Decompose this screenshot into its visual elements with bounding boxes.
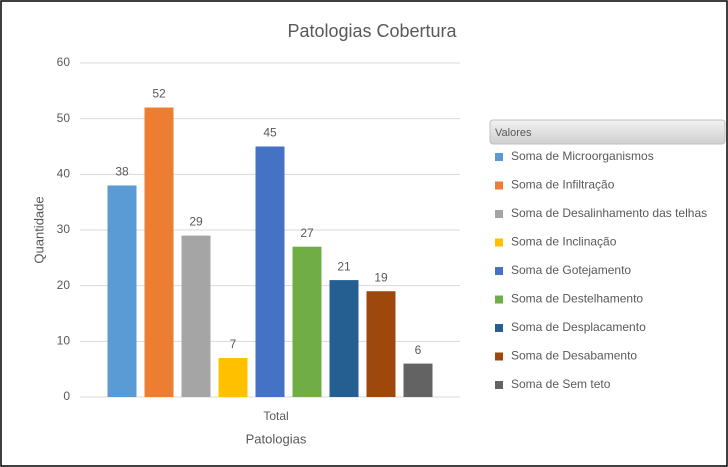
bar (403, 363, 433, 397)
bar (292, 246, 322, 397)
legend-label: Soma de Sem teto (511, 377, 611, 391)
legend-swatch (495, 352, 503, 361)
data-label: 21 (337, 259, 351, 273)
data-label: 29 (189, 215, 203, 229)
legend-label: Soma de Microorganismos (511, 149, 654, 163)
bar (329, 280, 359, 397)
bar (181, 235, 211, 397)
legend-label: Soma de Desplacamento (511, 320, 646, 334)
legend-swatch (495, 181, 503, 190)
chart-title: Patologias Cobertura (287, 21, 457, 41)
legend-swatch (495, 238, 503, 247)
data-label: 6 (415, 343, 422, 357)
legend-label: Soma de Desabamento (511, 349, 637, 363)
y-tick-label: 20 (57, 278, 71, 292)
y-tick-label: 60 (57, 55, 71, 69)
y-tick-label: 40 (57, 167, 71, 181)
y-tick-label: 30 (57, 222, 71, 236)
legend-swatch (495, 153, 503, 161)
bar (366, 291, 396, 397)
legend-label: Soma de Infiltração (511, 178, 615, 192)
bar (218, 358, 248, 397)
legend-title: Valores (495, 127, 532, 139)
data-label: 52 (152, 87, 166, 101)
bar (144, 107, 174, 398)
legend-label: Soma de Gotejamento (511, 263, 631, 277)
legend-swatch (495, 210, 503, 218)
y-tick-label: 0 (63, 389, 70, 403)
data-label: 19 (374, 270, 388, 284)
data-label: 45 (263, 126, 277, 140)
legend-swatch (495, 267, 503, 275)
legend-swatch (495, 295, 503, 304)
legend-label: Soma de Inclinação (511, 235, 617, 249)
legend-swatch (495, 381, 503, 389)
legend-swatch (495, 324, 503, 332)
y-tick-label: 10 (57, 334, 71, 348)
y-tick-label: 50 (57, 111, 71, 125)
data-label: 38 (115, 165, 129, 179)
y-axis-title: Quantidade (31, 196, 46, 263)
legend-header (489, 119, 726, 145)
bar (255, 146, 285, 397)
x-axis-title: Patologias (246, 431, 307, 446)
legend-label: Soma de Destelhamento (511, 292, 643, 306)
x-tick-label: Total (263, 409, 288, 423)
data-label: 27 (300, 226, 314, 240)
data-label: 7 (230, 337, 237, 351)
bar (107, 185, 137, 397)
legend-label: Soma de Desalinhamento das telhas (511, 206, 707, 220)
